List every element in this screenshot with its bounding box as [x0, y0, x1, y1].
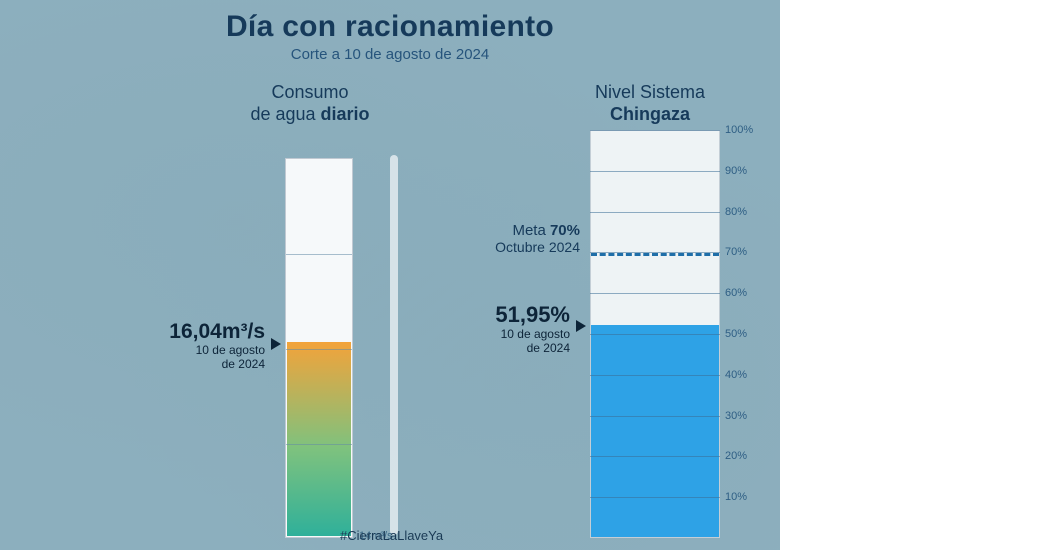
consumption-tick-line: [286, 444, 352, 445]
level-scale: 10%20%30%40%50%60%70%80%90%100%: [590, 130, 775, 538]
left-title-line2-pre: de agua: [250, 104, 320, 124]
hashtag: #CierraLaLlaveYa: [340, 528, 443, 543]
consumption-tick-line: [286, 254, 352, 255]
consumption-bar: 15m³/s16m³/s17m³/s: [285, 158, 353, 538]
level-gridline: [590, 416, 720, 417]
level-gridline: [590, 252, 720, 253]
page-subtitle: Corte a 10 de agosto de 2024: [0, 46, 780, 63]
level-gridline: [590, 130, 720, 131]
center-divider: [390, 155, 398, 535]
consumption-date-l2: de 2024: [115, 358, 265, 372]
level-tick-label: 40%: [725, 369, 775, 381]
level-tick-label: 10%: [725, 491, 775, 503]
level-gridline: [590, 375, 720, 376]
level-fill: [591, 325, 719, 537]
goal-line2: Octubre 2024: [445, 239, 580, 255]
level-tick-label: 30%: [725, 410, 775, 422]
left-title-line2: de agua diario: [180, 104, 440, 126]
level-tick-label: 100%: [725, 124, 775, 136]
left-title-line2-bold: diario: [321, 104, 370, 124]
infographic-canvas: Día con racionamiento Corte a 10 de agos…: [0, 0, 780, 550]
level-gridline: [590, 212, 720, 213]
header: Día con racionamiento Corte a 10 de agos…: [0, 10, 780, 63]
level-tick-label: 70%: [725, 246, 775, 258]
level-goal-label: Meta 70% Octubre 2024: [445, 222, 580, 255]
right-title-line2: Chingaza: [520, 104, 780, 126]
consumption-date-l1: 10 de agosto: [115, 344, 265, 358]
left-title-line1: Consumo: [180, 82, 440, 104]
goal-line1-bold: 70%: [550, 222, 580, 239]
level-tick-label: 50%: [725, 328, 775, 340]
consumption-arrow-icon: [271, 338, 281, 350]
level-gridline: [590, 497, 720, 498]
level-gridline: [590, 334, 720, 335]
level-date-l1: 10 de agosto: [430, 328, 570, 342]
page-title: Día con racionamiento: [0, 10, 780, 44]
level-gridline: [590, 293, 720, 294]
level-date-l2: de 2024: [430, 342, 570, 356]
level-tick-label: 80%: [725, 206, 775, 218]
goal-line1: Meta 70%: [445, 222, 580, 239]
goal-line1-pre: Meta: [512, 222, 550, 239]
level-callout: 51,95% 10 de agosto de 2024: [430, 302, 570, 356]
left-column-title: Consumo de agua diario: [180, 82, 440, 125]
consumption-fill: [287, 342, 351, 536]
level-tick-label: 60%: [725, 287, 775, 299]
level-value: 51,95%: [430, 302, 570, 328]
level-goal-line: [591, 253, 719, 256]
consumption-tick-line: [286, 349, 352, 350]
level-gridline: [590, 456, 720, 457]
level-gridline: [590, 171, 720, 172]
right-column-title: Nivel Sistema Chingaza: [520, 82, 780, 125]
right-title-line1: Nivel Sistema: [520, 82, 780, 104]
consumption-callout: 16,04m³/s 10 de agosto de 2024: [115, 320, 265, 372]
level-arrow-icon: [576, 320, 586, 332]
level-tick-label: 20%: [725, 450, 775, 462]
level-tick-label: 90%: [725, 165, 775, 177]
consumption-value: 16,04m³/s: [115, 320, 265, 344]
